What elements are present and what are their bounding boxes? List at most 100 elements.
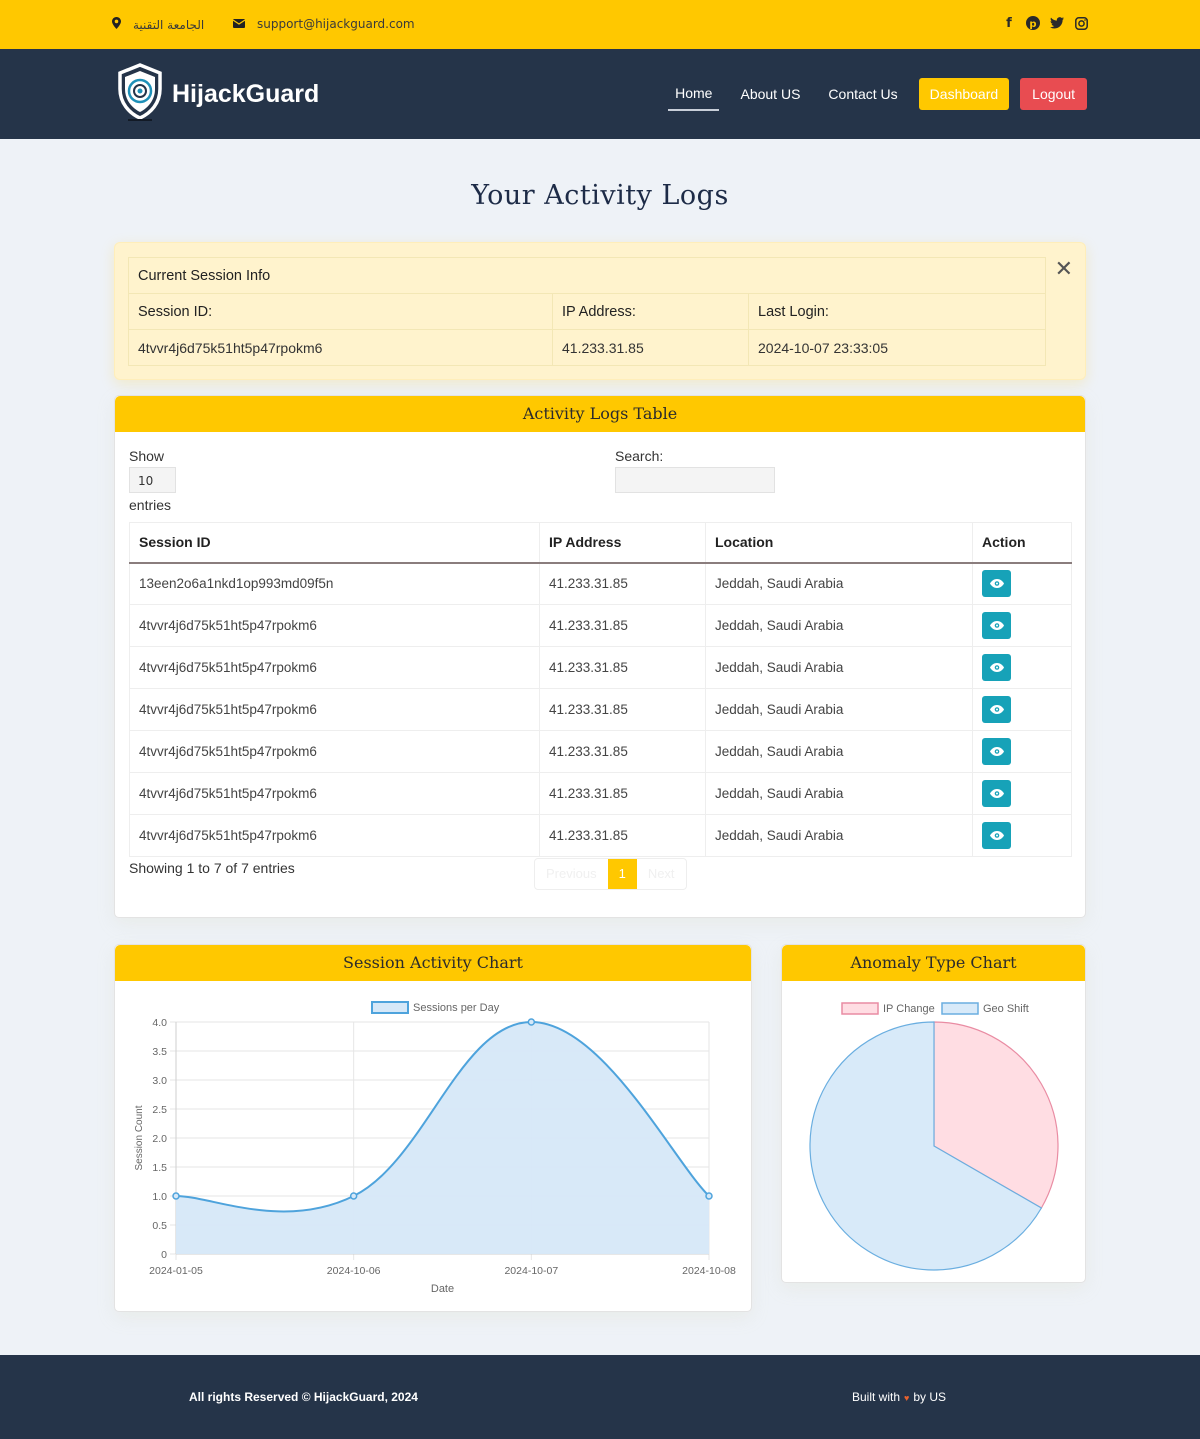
pagination: Previous 1 Next (534, 858, 687, 890)
row-ip-address: 41.233.31.85 (539, 772, 706, 815)
envelope-icon (232, 17, 246, 31)
session-id-label: Session ID: (128, 293, 553, 330)
search-input[interactable] (615, 467, 775, 493)
view-button[interactable] (982, 738, 1011, 765)
data-point (527, 1018, 536, 1026)
email-text[interactable]: support@hijackguard.com (257, 17, 415, 31)
ip-value: 41.233.31.85 (552, 329, 749, 366)
session-info-table: Current Session Info Session ID: IP Addr… (128, 257, 1046, 366)
session-info-heading: Current Session Info (128, 257, 1046, 294)
entries-label: entries (129, 497, 172, 513)
row-action (972, 730, 1072, 773)
table-row: 4tvvr4j6d75k51ht5p47rpokm6 41.233.31.85 Je… (129, 730, 1072, 773)
row-ip-address: 41.233.31.85 (539, 688, 706, 731)
search-label: Search: (615, 448, 664, 464)
next-button[interactable]: Next (647, 866, 675, 881)
close-icon[interactable]: ✕ (1054, 257, 1073, 282)
row-ip-address: 41.233.31.85 (539, 814, 706, 857)
eye-icon (989, 663, 1004, 672)
session-activity-card: Session Activity Chart Sessions per Day 0… (114, 944, 752, 1312)
heart-icon: ♥ (904, 1393, 910, 1403)
session-info-alert: ✕ Current Session Info Session ID: IP Ad… (114, 242, 1086, 380)
data-point (349, 1192, 358, 1200)
showing-entries-text: Showing 1 to 7 of 7 entries (129, 860, 295, 876)
view-button[interactable] (982, 612, 1011, 639)
shield-icon (116, 63, 164, 125)
col-ip-address[interactable]: IP Address (539, 522, 706, 564)
legend-swatch (371, 1001, 409, 1014)
row-session-id: 4tvvr4j6d75k51ht5p47rpokm6 (129, 772, 540, 815)
y-axis-label: Session Count (134, 1105, 145, 1170)
row-session-id: 13een2o6a1nkd1op993md09f5n (129, 562, 540, 605)
y-tick-label: 4.0 (152, 1017, 167, 1029)
data-point (172, 1192, 180, 1200)
view-button[interactable] (982, 570, 1011, 598)
brand-logo[interactable]: HijackGuard (116, 63, 319, 125)
row-session-id: 4tvvr4j6d75k51ht5p47rpokm6 (129, 688, 540, 731)
row-session-id: 4tvvr4j6d75k51ht5p47rpokm6 (129, 730, 540, 773)
x-tick-label: 2024-10-07 (504, 1265, 558, 1277)
eye-icon (989, 789, 1004, 798)
top-bar: الجامعة التقنية support@hijackguard.com … (0, 0, 1200, 49)
map-marker-icon (112, 17, 121, 32)
page-1-button[interactable]: 1 (607, 859, 637, 889)
legend-label: IP Change (883, 1003, 935, 1015)
col-action[interactable]: Action (972, 522, 1072, 564)
table-row: 4tvvr4j6d75k51ht5p47rpokm6 41.233.31.85 Je… (129, 604, 1072, 647)
x-tick-label: 2024-10-08 (682, 1265, 736, 1277)
row-location: Jeddah, Saudi Arabia (705, 814, 973, 857)
row-location: Jeddah, Saudi Arabia (705, 604, 973, 647)
row-location: Jeddah, Saudi Arabia (705, 772, 973, 815)
copyright-text: All rights Reserved © HijackGuard, 2024 (189, 1390, 418, 1404)
col-session-id[interactable]: Session ID (129, 522, 540, 564)
data-point (705, 1192, 713, 1200)
ip-label: IP Address: (552, 293, 749, 330)
row-session-id: 4tvvr4j6d75k51ht5p47rpokm6 (129, 646, 540, 689)
view-button[interactable] (982, 696, 1011, 723)
row-location: Jeddah, Saudi Arabia (705, 646, 973, 689)
last-login-value: 2024-10-07 23:33:05 (748, 329, 1046, 366)
brand-name: HijackGuard (172, 79, 320, 108)
nav-home[interactable]: Home (668, 77, 720, 111)
row-ip-address: 41.233.31.85 (539, 604, 706, 647)
logout-button[interactable]: Logout (1020, 78, 1087, 110)
session-line-chart: Sessions per Day 0 0.5 1.0 1.5 2.0 2.5 3.0 3.5 4.… (134, 1001, 736, 1295)
session-id-value: 4tvvr4j6d75k51ht5p47rpokm6 (128, 329, 553, 366)
built-by-text: by US (913, 1390, 947, 1404)
row-ip-address: 41.233.31.85 (539, 562, 706, 605)
y-tick-label: 1.5 (152, 1162, 167, 1174)
eye-icon (989, 579, 1004, 589)
facebook-icon[interactable]: f (1006, 15, 1012, 31)
built-with-text: Built with (852, 1390, 901, 1404)
pie-slice (809, 1021, 1043, 1271)
table-row: 4tvvr4j6d75k51ht5p47rpokm6 41.233.31.85 Je… (129, 814, 1072, 857)
y-tick-label: 2.0 (152, 1133, 167, 1145)
dashboard-button[interactable]: Dashboard (918, 78, 1010, 110)
col-location[interactable]: Location (705, 522, 973, 564)
instagram-icon[interactable] (1074, 15, 1088, 31)
y-tick-label: 0 (161, 1249, 167, 1261)
view-button[interactable] (982, 780, 1011, 807)
svg-text:p: p (1029, 19, 1036, 30)
table-row: 4tvvr4j6d75k51ht5p47rpokm6 41.233.31.85 Je… (129, 772, 1072, 815)
table-row: 4tvvr4j6d75k51ht5p47rpokm6 41.233.31.85 Je… (129, 646, 1072, 689)
view-button[interactable] (982, 654, 1011, 681)
anomaly-type-title: Anomaly Type Chart (782, 945, 1085, 981)
legend-swatch (941, 1002, 979, 1015)
built-with: Built with ♥ by US (852, 1390, 946, 1404)
previous-button[interactable]: Previous (546, 866, 597, 881)
nav-contact[interactable]: Contact Us (828, 86, 898, 102)
row-session-id: 4tvvr4j6d75k51ht5p47rpokm6 (129, 814, 540, 857)
footer: All rights Reserved © HijackGuard, 2024 … (0, 1355, 1200, 1439)
eye-icon (989, 621, 1004, 630)
row-ip-address: 41.233.31.85 (539, 646, 706, 689)
logs-table: Session ID IP Address Location Action 13… (129, 522, 1072, 857)
twitter-icon[interactable] (1050, 15, 1064, 31)
nav-about[interactable]: About US (740, 86, 801, 102)
view-button[interactable] (982, 822, 1011, 849)
row-action (972, 814, 1072, 857)
row-action (972, 772, 1072, 815)
y-tick-label: 3.0 (152, 1075, 167, 1087)
entries-select[interactable]: 10 (129, 467, 176, 493)
pinterest-icon[interactable]: p (1026, 15, 1040, 31)
